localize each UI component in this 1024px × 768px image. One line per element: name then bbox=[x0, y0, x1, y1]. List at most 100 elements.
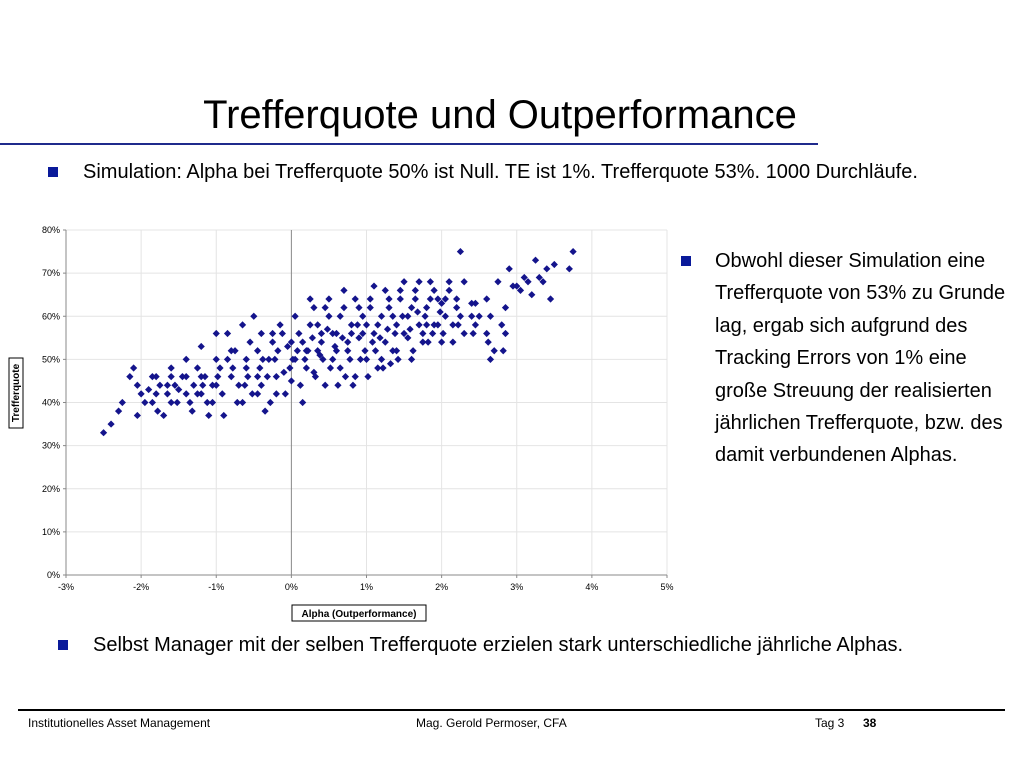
data-point bbox=[341, 373, 350, 381]
data-point bbox=[319, 355, 327, 363]
data-point bbox=[263, 373, 271, 381]
data-point bbox=[436, 308, 444, 316]
data-point bbox=[321, 304, 329, 312]
data-point bbox=[434, 295, 442, 303]
data-point bbox=[227, 347, 235, 355]
data-point bbox=[501, 304, 510, 312]
data-point bbox=[460, 278, 468, 286]
data-point bbox=[468, 299, 476, 307]
data-point bbox=[569, 247, 577, 256]
x-tick-label: 3% bbox=[510, 582, 523, 592]
data-point bbox=[246, 338, 254, 346]
y-tick-label: 10% bbox=[42, 527, 60, 537]
data-point bbox=[370, 329, 378, 338]
data-point bbox=[449, 321, 457, 329]
data-point bbox=[441, 312, 449, 320]
data-point bbox=[366, 295, 374, 303]
data-point bbox=[429, 329, 437, 338]
data-point bbox=[385, 304, 393, 312]
data-point bbox=[456, 247, 465, 256]
data-point bbox=[456, 312, 465, 320]
data-point bbox=[471, 299, 480, 307]
data-point bbox=[306, 295, 314, 303]
data-point bbox=[253, 373, 262, 381]
data-point bbox=[389, 347, 397, 355]
data-point bbox=[238, 398, 247, 407]
footer-course: Institutionelles Asset Management bbox=[28, 716, 211, 730]
y-tick-label: 20% bbox=[42, 484, 60, 494]
data-point bbox=[453, 295, 461, 303]
data-point bbox=[268, 338, 277, 346]
data-point bbox=[301, 355, 309, 363]
data-point bbox=[133, 381, 141, 389]
data-point bbox=[516, 286, 525, 294]
data-point bbox=[182, 390, 190, 398]
data-point bbox=[439, 329, 447, 338]
data-point bbox=[494, 278, 502, 286]
data-point bbox=[413, 308, 422, 316]
data-point bbox=[424, 338, 432, 346]
data-point bbox=[261, 407, 269, 415]
data-point bbox=[238, 321, 247, 329]
data-point bbox=[539, 278, 547, 286]
data-point bbox=[475, 312, 483, 320]
data-point bbox=[201, 373, 209, 381]
data-point bbox=[266, 398, 274, 407]
data-point bbox=[531, 256, 540, 264]
data-point bbox=[376, 334, 384, 342]
data-point bbox=[374, 321, 382, 329]
data-point bbox=[355, 334, 363, 342]
data-point bbox=[404, 312, 412, 320]
data-point bbox=[256, 364, 264, 372]
data-point bbox=[235, 381, 243, 389]
y-tick-label: 0% bbox=[47, 570, 60, 580]
data-point bbox=[364, 373, 372, 381]
data-point bbox=[167, 373, 175, 381]
data-point bbox=[253, 347, 262, 355]
data-point bbox=[156, 381, 164, 389]
data-point bbox=[276, 321, 284, 329]
y-tick-label: 50% bbox=[42, 354, 60, 364]
data-point bbox=[344, 347, 352, 355]
data-point bbox=[265, 355, 273, 363]
data-point bbox=[152, 373, 160, 381]
data-point bbox=[295, 329, 303, 338]
data-point bbox=[356, 355, 365, 363]
data-point bbox=[223, 329, 232, 338]
y-axis-title: Trefferquote bbox=[11, 363, 22, 422]
data-point bbox=[362, 321, 371, 329]
data-point bbox=[208, 381, 217, 389]
data-point bbox=[486, 355, 495, 363]
data-point bbox=[445, 286, 453, 294]
data-point bbox=[154, 407, 162, 415]
data-point bbox=[160, 411, 168, 420]
data-point bbox=[340, 304, 348, 312]
data-point bbox=[314, 321, 322, 329]
data-point bbox=[178, 373, 187, 381]
side-bullet-square-icon bbox=[681, 256, 691, 266]
data-point bbox=[469, 329, 477, 338]
data-point bbox=[280, 368, 288, 376]
data-point bbox=[379, 364, 387, 372]
data-point bbox=[212, 355, 220, 363]
data-point bbox=[483, 295, 491, 303]
data-point bbox=[250, 312, 258, 320]
chart-axes bbox=[63, 229, 668, 578]
data-point bbox=[310, 368, 318, 376]
data-point bbox=[415, 278, 423, 286]
data-point bbox=[126, 373, 134, 381]
data-point bbox=[291, 312, 299, 320]
data-point bbox=[468, 312, 476, 320]
data-point bbox=[434, 321, 442, 329]
data-point bbox=[197, 390, 205, 398]
data-point bbox=[299, 398, 307, 407]
data-point bbox=[220, 411, 228, 420]
data-point bbox=[370, 282, 378, 290]
bullet-conclusion-text: Selbst Manager mit der selben Trefferquo… bbox=[93, 634, 904, 656]
data-point bbox=[340, 286, 348, 294]
data-point bbox=[528, 291, 536, 299]
footer-author: Mag. Gerold Permoser, CFA bbox=[416, 716, 567, 730]
data-point bbox=[347, 321, 356, 329]
data-point bbox=[216, 364, 224, 372]
data-point bbox=[311, 373, 320, 381]
